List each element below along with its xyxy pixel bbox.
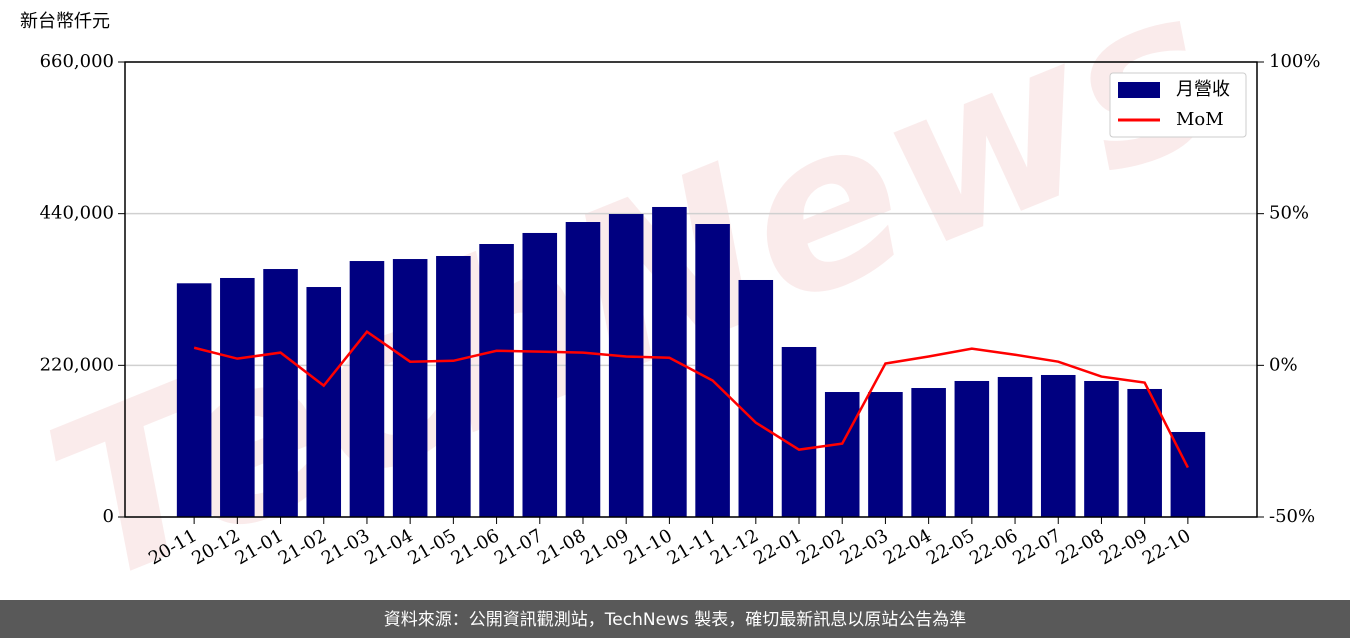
y-axis-label: 新台幣仟元 <box>20 11 110 32</box>
bar <box>436 255 471 517</box>
x-tick-label: 21-06 <box>448 525 503 569</box>
x-tick-label: 22-09 <box>1096 525 1151 569</box>
footer-bar <box>0 600 1350 638</box>
y-tick-label: 0 <box>103 506 114 527</box>
bar <box>781 346 817 517</box>
bar <box>1127 388 1162 517</box>
bar <box>220 277 255 517</box>
bar <box>176 283 212 517</box>
x-tick-label: 22-02 <box>793 525 848 569</box>
x-tick-label: 22-03 <box>836 525 891 569</box>
x-tick-label: 22-06 <box>966 525 1021 569</box>
y2-tick-label: 100% <box>1269 51 1320 72</box>
legend-swatch <box>1118 82 1160 98</box>
y2-tick-label: 50% <box>1269 203 1309 224</box>
x-tick-label: 21-12 <box>707 525 762 569</box>
bar <box>738 279 774 517</box>
line <box>193 329 1189 469</box>
bar <box>997 376 1033 517</box>
bar <box>652 206 687 517</box>
x-tick-label: 22-08 <box>1053 525 1108 569</box>
x-tick-label: 21-09 <box>577 525 632 569</box>
x-tick-label: 21-04 <box>361 525 416 569</box>
x-tick-label: 22-10 <box>1139 525 1194 569</box>
bar <box>349 261 385 517</box>
bar <box>911 388 946 517</box>
x-tick-label: 22-05 <box>923 525 978 569</box>
bar <box>954 380 990 517</box>
y-tick-label: 440,000 <box>40 203 114 224</box>
bar <box>306 287 342 517</box>
x-tick-label: 21-07 <box>491 525 546 569</box>
source-note: 資料來源：公開資訊觀測站，TechNews 製表，確切最新訊息以原站公告為準 <box>384 610 966 630</box>
bar <box>1040 374 1076 517</box>
bar <box>479 244 514 517</box>
y2-tick-label: -50% <box>1269 506 1315 527</box>
legend-label: MoM <box>1176 109 1224 130</box>
bar <box>868 392 903 517</box>
bar <box>824 392 860 517</box>
x-tick-label: 22-07 <box>1009 525 1064 569</box>
bar <box>565 222 601 517</box>
y-tick-label: 660,000 <box>40 51 114 72</box>
x-tick-label: 21-11 <box>664 525 719 569</box>
x-tick-label: 21-08 <box>534 525 589 569</box>
bar <box>263 269 298 517</box>
plot-frame <box>124 61 1258 518</box>
bar <box>1084 380 1119 517</box>
y-tick-label: 220,000 <box>40 354 114 375</box>
bar <box>392 259 428 517</box>
x-tick-label: 22-04 <box>880 525 935 569</box>
bar <box>522 232 558 517</box>
legend-label: 月營收 <box>1176 79 1230 100</box>
x-tick-label: 21-10 <box>620 525 675 569</box>
y2-tick-label: 0% <box>1269 354 1298 375</box>
x-tick-label: 21-05 <box>404 525 459 569</box>
bar <box>695 224 730 517</box>
bar <box>608 214 644 518</box>
x-tick-label: 22-01 <box>750 525 805 569</box>
